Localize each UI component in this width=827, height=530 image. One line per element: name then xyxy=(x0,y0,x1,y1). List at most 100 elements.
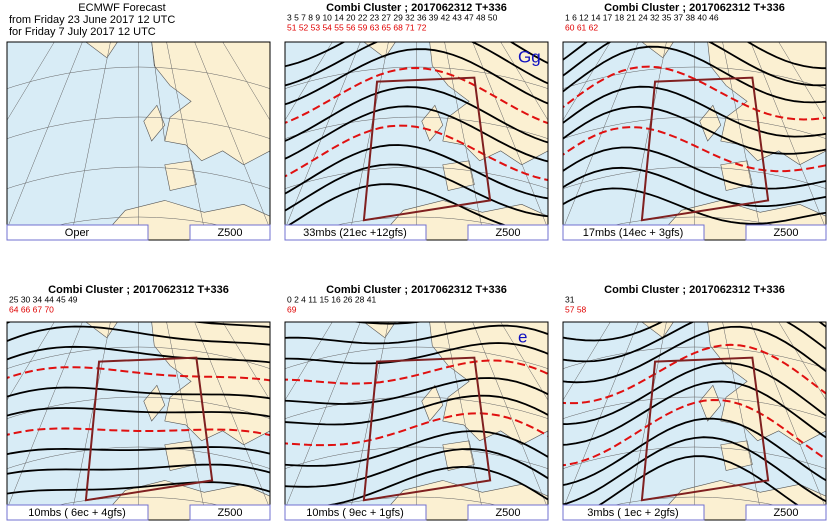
contour-dashed xyxy=(7,427,270,437)
footer-right: Z500 xyxy=(773,227,798,239)
land xyxy=(429,42,548,166)
meridian xyxy=(444,322,485,520)
meridian xyxy=(285,322,333,401)
red-members: 51 52 53 54 55 56 59 63 65 68 71 72 xyxy=(287,22,427,32)
panel-title: Combi Cluster ; 2017062312 T+336 xyxy=(604,2,785,14)
meridian xyxy=(70,322,111,520)
contour-dashed xyxy=(563,126,826,173)
meridian xyxy=(626,322,667,520)
meridian xyxy=(444,42,485,240)
map xyxy=(7,322,270,520)
meridian xyxy=(70,42,111,240)
panel-title: Combi Cluster ; 2017062312 T+336 xyxy=(326,284,507,296)
land xyxy=(151,322,270,446)
parallel xyxy=(7,116,270,139)
contour xyxy=(285,144,548,200)
parallel xyxy=(7,166,270,189)
parallel xyxy=(563,116,826,139)
footer-right: Z500 xyxy=(495,507,520,519)
contour-dashed xyxy=(563,65,826,121)
meridian xyxy=(500,322,548,401)
contour xyxy=(563,146,826,190)
meridian xyxy=(348,42,389,240)
contour xyxy=(7,446,270,456)
parallel xyxy=(285,346,548,369)
contour xyxy=(563,436,826,506)
meridian xyxy=(7,322,83,510)
header-line: for Friday 7 July 2017 12 UTC xyxy=(9,26,156,38)
meridian xyxy=(285,42,361,230)
cluster-region xyxy=(362,76,492,222)
panel: 33mbs (21ec +12gfs) Z500 Combi Cluster ; 2… xyxy=(284,2,549,241)
contour-dashed xyxy=(285,124,548,182)
footer-left-box xyxy=(562,504,705,521)
contour xyxy=(7,407,270,418)
meridian xyxy=(472,42,548,230)
land xyxy=(143,104,166,142)
land xyxy=(699,384,722,422)
contour xyxy=(7,322,270,328)
contour xyxy=(563,85,826,138)
cluster-region xyxy=(362,356,492,502)
footer-right: Z500 xyxy=(217,507,242,519)
land xyxy=(421,384,444,422)
panel: 10mbs ( 6ec + 4gfs) Z500 Combi Cluster ; 2… xyxy=(6,284,271,521)
red-members: 60 61 62 xyxy=(565,22,598,32)
contour xyxy=(563,322,826,342)
footer-right: Z500 xyxy=(217,227,242,239)
panel-title: Combi Cluster ; 2017062312 T+336 xyxy=(326,2,507,14)
footer-left-box xyxy=(284,224,427,241)
footer-right-box xyxy=(745,504,827,521)
cluster-region xyxy=(640,356,770,502)
contour-dashed xyxy=(285,359,548,385)
meridian xyxy=(285,322,361,510)
meridian xyxy=(722,322,763,520)
red-members: 69 xyxy=(287,304,297,314)
contour xyxy=(285,394,548,426)
meridian xyxy=(166,42,207,240)
footer-left: 10mbs ( 6ec + 4gfs) xyxy=(28,507,126,519)
footer-right: Z500 xyxy=(773,507,798,519)
contour xyxy=(563,105,826,155)
contour xyxy=(285,163,548,218)
contour xyxy=(285,342,548,365)
contour xyxy=(285,42,548,68)
parallel xyxy=(285,446,548,469)
footer-left-box xyxy=(6,504,149,521)
footer-right-box xyxy=(467,224,549,241)
contour xyxy=(563,166,826,207)
parallel xyxy=(563,446,826,469)
contour-dashed xyxy=(563,343,826,405)
header-line: ECMWF Forecast xyxy=(78,2,165,14)
map xyxy=(7,42,270,240)
members: 1 6 12 14 17 18 21 24 32 35 37 38 40 46 xyxy=(565,12,719,22)
cluster-label: e xyxy=(518,327,527,346)
parallel xyxy=(7,66,270,89)
footer-right-box xyxy=(745,224,827,241)
footer-left: Oper xyxy=(65,227,90,239)
contour xyxy=(285,48,548,106)
meridian xyxy=(722,42,763,240)
meridian xyxy=(166,322,207,520)
parallel xyxy=(563,396,826,419)
panel-title: Combi Cluster ; 2017062312 T+336 xyxy=(604,284,785,296)
cluster-region xyxy=(640,76,770,222)
meridian xyxy=(7,42,83,230)
contour xyxy=(7,481,270,495)
land xyxy=(699,104,722,142)
members: 0 2 4 11 15 16 26 28 41 xyxy=(287,294,376,304)
footer-right-box xyxy=(189,224,271,241)
contour-dashed xyxy=(285,412,548,447)
header-line: from Friday 23 June 2017 12 UTC xyxy=(9,14,175,26)
contour xyxy=(285,42,548,87)
red-members: 64 66 67 70 xyxy=(9,304,54,314)
parallel xyxy=(7,446,270,469)
meridian xyxy=(563,42,611,121)
footer-left-box xyxy=(284,504,427,521)
cluster-label: Gg xyxy=(518,47,541,66)
coast xyxy=(151,42,166,142)
footer-left-box xyxy=(562,224,705,241)
meridian xyxy=(7,322,55,401)
